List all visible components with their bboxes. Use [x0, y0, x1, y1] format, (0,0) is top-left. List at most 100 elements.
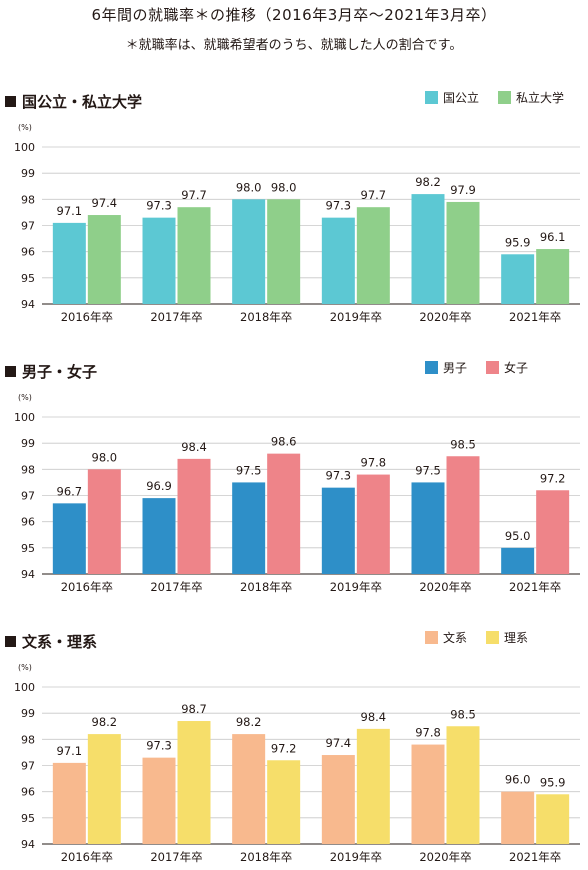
y-tick-label: 97: [21, 760, 35, 773]
footnote: ＊就職率は、就職希望者のうち、就職した人の割合です。: [125, 38, 463, 53]
y-tick-label: 94: [21, 298, 35, 311]
x-tick-label: 2018年卒: [240, 580, 292, 594]
bar-series-1: [142, 757, 176, 844]
x-tick-label: 2017年卒: [150, 580, 202, 594]
bar-value-label: 98.5: [450, 707, 476, 721]
bar-series-1: [501, 791, 535, 844]
legend-swatch-series-1: [425, 91, 438, 104]
y-tick-label: 100: [14, 681, 35, 694]
y-tick-label: 99: [21, 437, 35, 450]
bar-value-label: 97.5: [236, 463, 262, 477]
y-tick-label: 96: [21, 786, 35, 799]
y-axis-unit: (%): [18, 393, 32, 402]
bar-series-2: [87, 734, 121, 844]
bar-series-1: [321, 755, 355, 844]
bar-series-1: [52, 222, 86, 304]
bar-value-label: 97.1: [57, 744, 83, 758]
bar-series-2: [536, 490, 570, 574]
bar-series-2: [446, 726, 480, 844]
y-axis-unit: (%): [18, 663, 32, 672]
bar-series-1: [411, 744, 445, 844]
legend-swatch-series-2: [486, 631, 499, 644]
bar-value-label: 95.9: [540, 775, 566, 789]
section-marker-icon: [5, 636, 16, 647]
legend-swatch-series-2: [498, 91, 511, 104]
x-tick-label: 2016年卒: [61, 310, 113, 324]
legend-swatch-series-2: [486, 361, 499, 374]
y-tick-label: 98: [21, 193, 35, 206]
bar-series-1: [321, 487, 355, 574]
chart-national-private: 国公立・私立大学 国公立 私立大学 (%) 94 95 96 97 98 99 100 97.1 97.…: [5, 90, 580, 324]
bar-value-label: 98.4: [361, 710, 387, 724]
bar-series-2: [177, 207, 211, 304]
y-tick-label: 95: [21, 812, 35, 825]
bar-value-label: 98.7: [181, 702, 207, 716]
x-tick-label: 2017年卒: [150, 850, 202, 864]
x-tick-label: 2016年卒: [61, 850, 113, 864]
section-title: 文系・理系: [22, 633, 97, 651]
bar-series-2: [446, 201, 480, 304]
bar-value-label: 97.5: [415, 463, 441, 477]
chart-male-female: 男子・女子 男子 女子 (%) 94 95 96 97 98 99 100 96.7 98.0 2016年…: [5, 360, 580, 594]
y-tick-label: 98: [21, 463, 35, 476]
bar-series-1: [232, 199, 266, 304]
bar-series-2: [87, 215, 121, 304]
legend-swatch-series-1: [425, 361, 438, 374]
bar-series-1: [52, 762, 86, 844]
legend-label-series-1: 文系: [443, 630, 467, 645]
bar-value-label: 97.8: [361, 456, 387, 470]
bar-value-label: 98.0: [236, 180, 262, 194]
bar-series-2: [356, 207, 390, 304]
bar-series-1: [501, 547, 535, 574]
bar-value-label: 98.2: [236, 715, 262, 729]
bar-series-1: [232, 482, 266, 574]
y-tick-label: 96: [21, 516, 35, 529]
bar-value-label: 96.1: [540, 230, 566, 244]
legend-label-series-2: 私立大学: [516, 90, 564, 105]
y-tick-label: 100: [14, 411, 35, 424]
x-tick-label: 2020年卒: [419, 310, 471, 324]
bar-series-2: [267, 453, 301, 574]
x-tick-label: 2016年卒: [61, 580, 113, 594]
y-tick-label: 97: [21, 220, 35, 233]
bar-series-2: [267, 760, 301, 844]
bar-value-label: 97.3: [326, 469, 352, 483]
bar-series-1: [142, 217, 176, 304]
y-tick-label: 98: [21, 733, 35, 746]
bar-value-label: 95.0: [505, 529, 531, 543]
x-tick-label: 2021年卒: [509, 850, 561, 864]
bar-series-1: [501, 254, 535, 304]
bar-value-label: 96.9: [146, 479, 172, 493]
legend-label-series-1: 男子: [443, 361, 467, 375]
bar-value-label: 98.4: [181, 440, 207, 454]
y-tick-label: 100: [14, 141, 35, 154]
bar-value-label: 97.2: [540, 471, 566, 485]
x-tick-label: 2017年卒: [150, 310, 202, 324]
bar-value-label: 98.0: [92, 450, 118, 464]
bar-value-label: 97.8: [415, 726, 441, 740]
bar-value-label: 97.4: [92, 196, 118, 210]
x-tick-label: 2019年卒: [330, 850, 382, 864]
chart-humanities-sciences: 文系・理系 文系 理系 (%) 94 95 96 97 98 99 100 97.1 98.2 2016年…: [5, 630, 580, 864]
y-tick-label: 99: [21, 707, 35, 720]
bar-value-label: 97.7: [361, 188, 387, 202]
bar-series-2: [356, 728, 390, 844]
bar-series-2: [87, 469, 121, 574]
legend-label-series-2: 理系: [504, 631, 528, 645]
section-title: 国公立・私立大学: [22, 93, 142, 111]
bar-series-1: [321, 217, 355, 304]
bar-series-2: [177, 721, 211, 844]
bar-series-2: [177, 458, 211, 574]
x-tick-label: 2020年卒: [419, 850, 471, 864]
bar-value-label: 95.9: [505, 235, 531, 249]
bar-value-label: 98.6: [271, 435, 297, 449]
x-tick-label: 2021年卒: [509, 310, 561, 324]
bar-series-2: [536, 794, 570, 844]
bar-value-label: 97.7: [181, 188, 207, 202]
section-title: 男子・女子: [22, 363, 97, 381]
y-tick-label: 96: [21, 246, 35, 259]
y-tick-label: 95: [21, 542, 35, 555]
bar-value-label: 97.2: [271, 741, 297, 755]
bar-value-label: 97.3: [146, 199, 172, 213]
bar-value-label: 98.2: [415, 175, 441, 189]
